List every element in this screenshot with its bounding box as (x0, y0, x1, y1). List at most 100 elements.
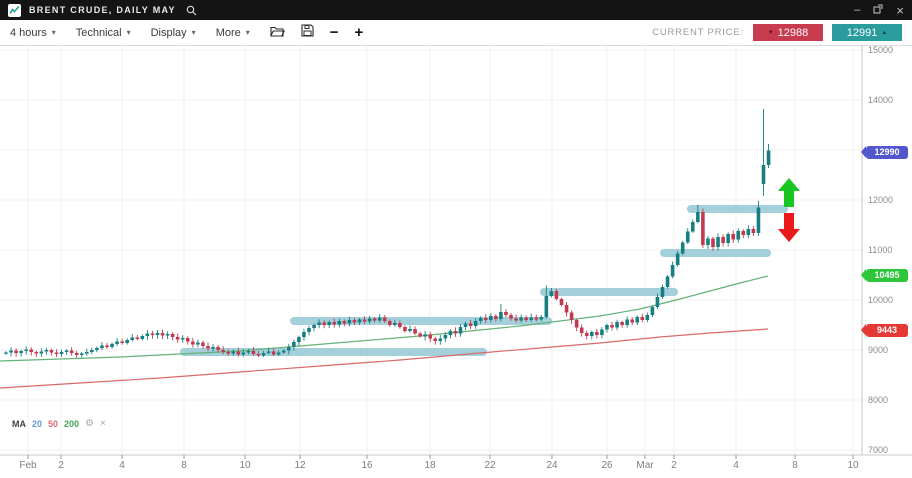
technical-dropdown[interactable]: Technical ▾ (76, 27, 131, 39)
save-icon[interactable] (301, 23, 314, 42)
candle (322, 322, 326, 325)
candle (499, 312, 503, 319)
candle (468, 323, 473, 326)
candle (130, 337, 135, 340)
price-axis-label: 10000 (868, 295, 894, 305)
candle (600, 329, 604, 335)
candle (605, 325, 609, 330)
candle (675, 253, 680, 265)
candle (448, 331, 453, 335)
candle (554, 291, 559, 299)
candle (579, 327, 584, 333)
candle (630, 319, 634, 323)
ma50-line (0, 275, 769, 362)
candle (110, 344, 114, 347)
candle (650, 307, 655, 315)
zone-resistance-1 (687, 205, 788, 213)
ask-price-badge[interactable]: 12991 ▲ (832, 24, 902, 41)
candle (549, 291, 554, 296)
candle (670, 265, 675, 277)
close-button[interactable]: × (896, 2, 904, 18)
price-axis-label: 11000 (868, 245, 893, 255)
zone-support-1 (660, 249, 771, 257)
time-axis-label: 10 (847, 460, 859, 471)
candle (120, 341, 124, 343)
candle (49, 350, 54, 353)
candle (711, 238, 715, 247)
candle (317, 322, 321, 325)
candle (186, 338, 190, 342)
candle (610, 325, 614, 328)
candle (281, 350, 286, 353)
candle (180, 338, 185, 340)
restore-button[interactable] (873, 4, 883, 17)
candle (155, 333, 160, 335)
candle (443, 335, 448, 339)
candle (559, 299, 564, 305)
minimize-button[interactable]: – (854, 3, 861, 16)
more-dropdown[interactable]: More ▾ (216, 27, 250, 39)
candle (655, 297, 660, 307)
candle (393, 323, 397, 325)
candle (19, 351, 23, 353)
candle (307, 328, 311, 332)
chart-title: BRENT CRUDE, DAILY MAY (29, 5, 176, 15)
ma200-line (0, 328, 769, 389)
candle (635, 317, 640, 323)
candle (453, 331, 458, 334)
candle (736, 231, 741, 240)
candle (261, 353, 266, 356)
time-axis-label: Feb (19, 460, 37, 471)
chevron-down-icon: ▾ (126, 28, 131, 37)
candle (534, 317, 539, 320)
candle (519, 317, 523, 321)
candle (44, 350, 49, 352)
time-axis-label: 18 (424, 460, 436, 471)
candle (59, 352, 64, 354)
candle (691, 222, 695, 232)
candle (514, 318, 518, 321)
candlestick-chart[interactable] (0, 46, 912, 478)
candle (327, 322, 331, 325)
candle (418, 333, 422, 337)
candle (388, 321, 392, 325)
time-axis-label: 26 (601, 460, 613, 471)
zoom-in-button[interactable]: + (354, 24, 364, 41)
timeframe-dropdown[interactable]: 4 hours ▾ (10, 27, 56, 39)
candle (372, 318, 377, 321)
display-dropdown[interactable]: Display ▾ (151, 27, 196, 39)
candle (478, 318, 483, 321)
candle (332, 322, 337, 325)
open-folder-icon[interactable] (270, 24, 285, 42)
candle (191, 341, 195, 345)
time-axis-label: 2 (58, 460, 64, 471)
candle (438, 338, 443, 341)
candle (150, 333, 155, 335)
gear-icon[interactable]: ⚙ (85, 418, 95, 429)
candle (206, 346, 210, 349)
close-indicator-icon[interactable]: × (100, 418, 106, 429)
bid-price-value: 12988 (777, 26, 809, 39)
price-axis-label: 12000 (868, 195, 894, 205)
candle (494, 316, 498, 319)
candle (34, 352, 39, 354)
candle (337, 321, 342, 325)
candle (14, 350, 18, 353)
time-axis-label: 2 (671, 460, 677, 471)
bid-price-badge[interactable]: ▼ 12988 (753, 24, 823, 41)
candle (529, 317, 533, 320)
candle (403, 327, 407, 331)
ma-indicator-legend: MA 20 50 200 ⚙ × (12, 418, 106, 430)
chart-area: 15000 14000 12000 11000 10000 9000 8000 7000 Feb… (0, 45, 912, 478)
time-axis-label: 22 (484, 460, 496, 471)
search-icon[interactable] (186, 5, 197, 16)
candle (64, 350, 69, 352)
candle (685, 231, 690, 243)
current-price-axis-value: 12990 (874, 147, 900, 157)
zoom-out-button[interactable]: − (329, 24, 339, 41)
candle (731, 234, 735, 240)
candle (125, 340, 129, 343)
candle (236, 351, 241, 355)
candle (54, 352, 59, 354)
candle (175, 337, 180, 340)
